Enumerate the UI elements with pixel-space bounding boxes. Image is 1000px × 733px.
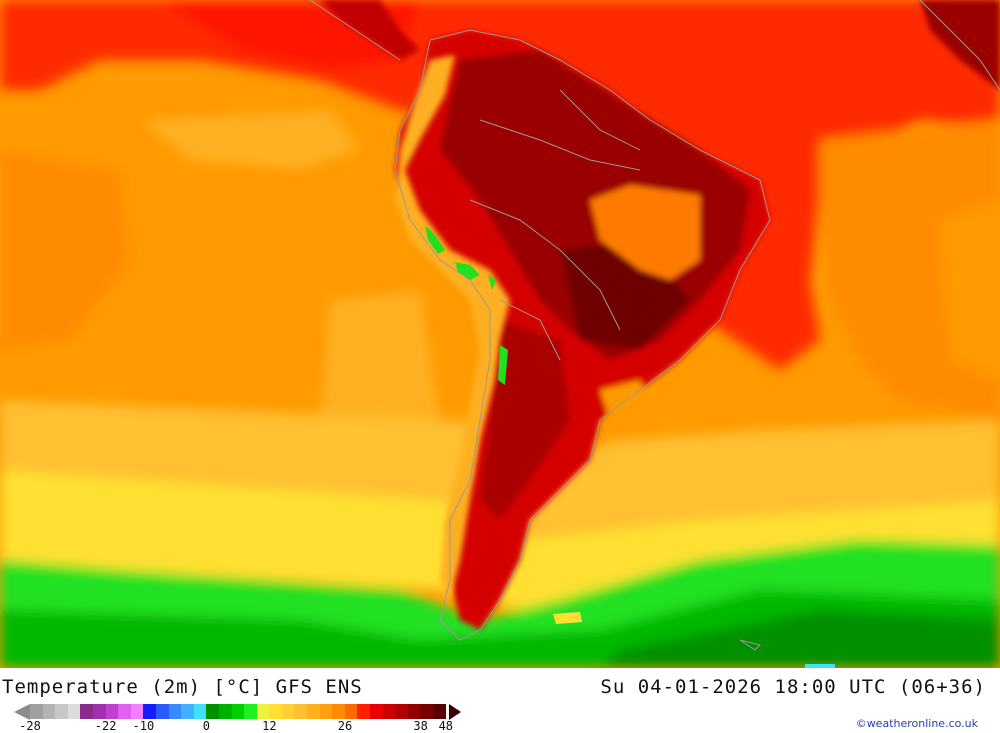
legend-swatch [395, 704, 408, 719]
legend-swatch [332, 704, 345, 719]
legend-swatch [42, 704, 56, 719]
legend-swatch [231, 704, 245, 719]
legend-swatch [407, 704, 421, 719]
legend-swatch [269, 704, 282, 719]
temperature-map [0, 0, 1000, 668]
legend-swatch [256, 704, 270, 719]
legend-swatch [420, 704, 433, 719]
legend-swatch [307, 704, 320, 719]
legend-tick-label: -28 [19, 719, 41, 733]
legend-swatch [55, 704, 68, 719]
legend-swatch [105, 704, 119, 719]
legend-swatch [382, 704, 396, 719]
legend-swatch [193, 704, 207, 719]
legend-swatch [143, 704, 156, 719]
legend-swatch [319, 704, 333, 719]
legend-swatch [344, 704, 358, 719]
legend-swatch [130, 704, 144, 719]
legend-tick-label: 38 [413, 719, 428, 733]
legend-swatch [168, 704, 182, 719]
legend-ticks: -28 -22 -10 0 12 26 38 48 [0, 719, 480, 733]
legend-swatch [244, 704, 257, 719]
legend-swatch [80, 704, 93, 719]
legend-swatch [357, 704, 371, 719]
color-legend [30, 704, 446, 721]
legend-swatch [30, 704, 43, 719]
legend-swatch [370, 704, 383, 719]
legend-tick-label: -10 [132, 719, 155, 733]
legend-tick-label: -22 [94, 719, 117, 733]
forecast-datetime: Su 04-01-2026 18:00 UTC (06+36) [600, 676, 986, 698]
legend-swatch [294, 704, 308, 719]
legend-swatch [155, 704, 169, 719]
legend-tick-label: 48 [438, 719, 454, 733]
legend-swatch [118, 704, 131, 719]
legend-swatch [206, 704, 219, 719]
legend-swatch [92, 704, 106, 719]
legend-high-arrow [449, 704, 461, 720]
legend-tick-label: 12 [262, 719, 277, 733]
credit-link[interactable]: ©weatheronline.co.uk [855, 717, 978, 730]
legend-swatch [218, 704, 232, 719]
legend-swatch [281, 704, 295, 719]
legend-low-arrow [14, 704, 30, 720]
legend-swatch [181, 704, 194, 719]
legend-tick-label: 0 [202, 719, 211, 733]
legend-swatch [433, 704, 446, 719]
legend-swatch [67, 704, 81, 719]
map-title: Temperature (2m) [°C] GFS ENS [2, 676, 363, 698]
legend-tick-label: 26 [337, 719, 353, 733]
